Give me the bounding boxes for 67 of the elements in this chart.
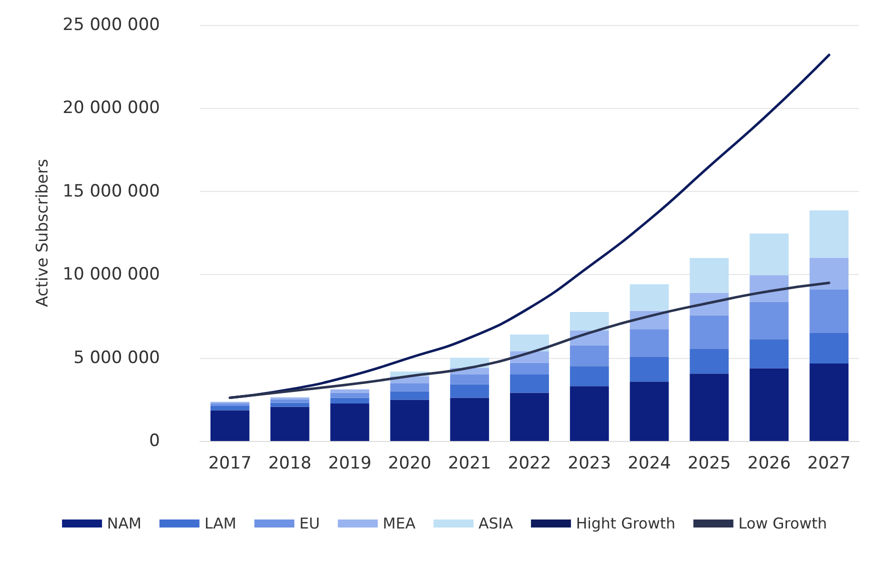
bar [690, 348, 729, 374]
x-tick-label: 2019 [328, 454, 372, 474]
y-tick-label: 25 000 000 [62, 15, 160, 35]
x-tick-label: 2018 [268, 454, 312, 474]
bar [450, 398, 490, 441]
x-tick-label: 2026 [748, 454, 791, 474]
y-tick-label: 20 000 000 [62, 98, 160, 118]
legend-label: LAM [204, 514, 236, 532]
x-tick-label: 2022 [508, 454, 552, 474]
bar [210, 404, 250, 406]
x-tick-label: 2020 [388, 454, 432, 474]
bar [570, 312, 609, 330]
bar [330, 392, 370, 398]
y-tick-label: 15 000 000 [62, 181, 160, 202]
bar [750, 302, 789, 340]
bar [510, 374, 549, 393]
bar [690, 374, 729, 441]
x-tick-label: 2023 [568, 454, 612, 474]
y-tick-label: 10 000 000 [62, 264, 160, 285]
legend-label: Hight Growth [576, 514, 676, 532]
y-axis-title: Active Subscribers [32, 158, 52, 308]
bar [270, 406, 310, 441]
bar [810, 210, 849, 258]
x-tick-label: 2027 [807, 454, 851, 474]
bar [390, 400, 430, 441]
x-tick-label: 2021 [448, 454, 492, 474]
bar [390, 383, 430, 392]
bar [750, 339, 789, 368]
bar [630, 382, 669, 441]
bar [570, 366, 609, 386]
bar [210, 410, 250, 441]
x-tick-label: 2024 [628, 454, 671, 474]
bar [750, 275, 789, 302]
bar [510, 334, 549, 352]
bar [450, 384, 490, 398]
x-tick-label: 2025 [688, 454, 731, 474]
bar [510, 392, 549, 441]
x-tick-label: 2017 [208, 454, 252, 474]
bar [810, 363, 849, 441]
bar [330, 404, 370, 441]
bar [390, 391, 430, 400]
bar [330, 398, 370, 404]
legend-label: EU [299, 514, 320, 532]
legend-label: ASIA [478, 514, 514, 532]
bar [210, 406, 250, 410]
legend-label: MEA [382, 514, 416, 532]
bar [630, 329, 669, 357]
bar [690, 315, 729, 349]
bar [450, 374, 490, 384]
legend-label: Low Growth [738, 514, 827, 532]
bar [630, 284, 669, 311]
bar [690, 258, 729, 293]
legend-label: NAM [107, 514, 142, 532]
line-series [228, 282, 830, 399]
bar [750, 234, 789, 276]
bar [630, 356, 669, 382]
bar [570, 386, 609, 441]
bar [270, 399, 310, 403]
bar [810, 332, 849, 364]
y-tick-label: 0 [149, 431, 160, 451]
bar [570, 345, 609, 366]
bar [510, 362, 549, 374]
y-tick-label: 5 000 000 [73, 348, 160, 368]
bar [810, 258, 849, 290]
bar [750, 368, 789, 441]
bar [810, 289, 849, 333]
bar [270, 402, 310, 407]
